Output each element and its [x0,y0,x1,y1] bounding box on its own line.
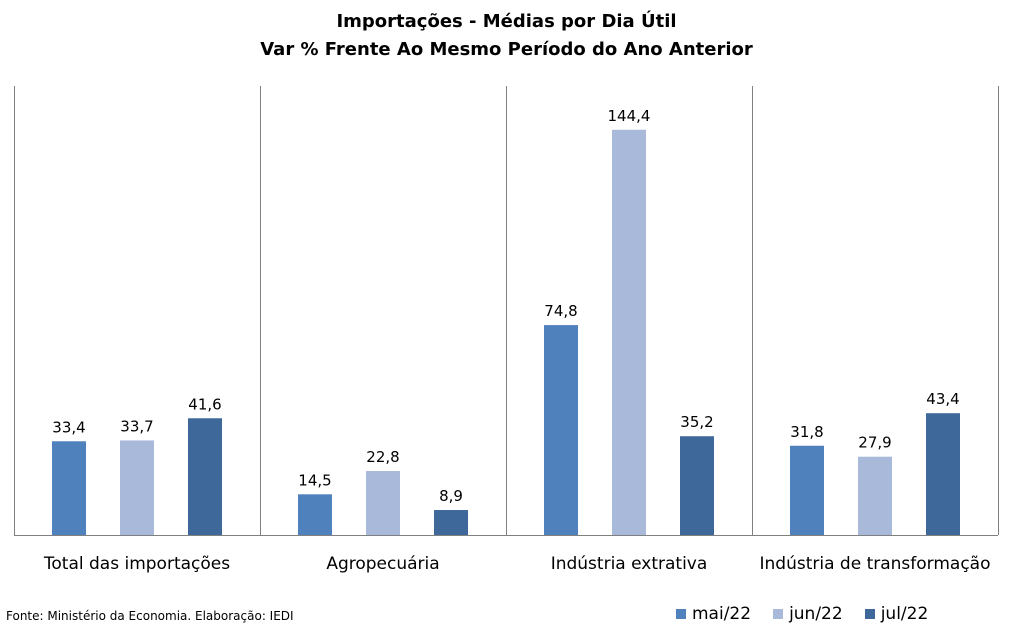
data-label: 33,4 [52,418,85,436]
bar-jul-22-1 [434,510,468,535]
legend-item: jul/22 [864,604,929,624]
legend-label: mai/22 [692,604,752,624]
bar-jun-22-3 [858,456,892,535]
category-label: Indústria de transformação [760,554,991,574]
chart-legend: mai/22 jun/22 jul/22 [676,604,928,624]
data-label: 22,8 [366,448,399,466]
legend-label: jun/22 [789,604,843,624]
data-label: 41,6 [188,395,221,413]
bar-mai-22-1 [298,494,332,535]
chart-title: Importações - Médias por Dia Útil [336,11,677,32]
bar-jul-22-3 [926,413,960,535]
category-label: Agropecuária [326,554,439,574]
bar-jul-22-2 [680,436,714,535]
data-label: 35,2 [680,413,713,431]
category-label: Total das importações [43,554,230,574]
data-label: 144,4 [608,107,651,125]
legend-swatch [676,609,686,619]
bar-mai-22-2 [544,325,578,535]
data-label: 27,9 [858,434,891,452]
data-label: 8,9 [439,487,463,505]
chart-title-block: Importações - Médias por Dia Útil Var % … [0,8,1013,64]
bar-jun-22-2 [612,129,646,535]
bar-jul-22-0 [188,418,222,535]
legend-swatch [773,609,784,619]
chart-subtitle: Var % Frente Ao Mesmo Período do Ano Ant… [260,39,753,60]
data-label: 31,8 [790,423,823,441]
legend-label: jul/22 [880,604,929,624]
bar-mai-22-0 [52,441,86,535]
bar-jun-22-0 [120,440,154,535]
data-label: 33,7 [120,417,153,435]
legend-swatch [864,609,875,619]
source-note: Fonte: Ministério da Economia. Elaboraçã… [6,609,294,623]
data-label: 74,8 [544,302,577,320]
category-label: Indústria extrativa [551,554,708,574]
bar-mai-22-3 [790,445,824,535]
data-label: 14,5 [298,471,331,489]
data-label: 43,4 [926,390,959,408]
legend-item: jun/22 [773,604,843,624]
legend-item: mai/22 [676,604,751,624]
bar-chart: 33,4 33,7 41,6 Total das importações 14,5 22,… [14,86,999,574]
bar-jun-22-1 [366,471,400,535]
